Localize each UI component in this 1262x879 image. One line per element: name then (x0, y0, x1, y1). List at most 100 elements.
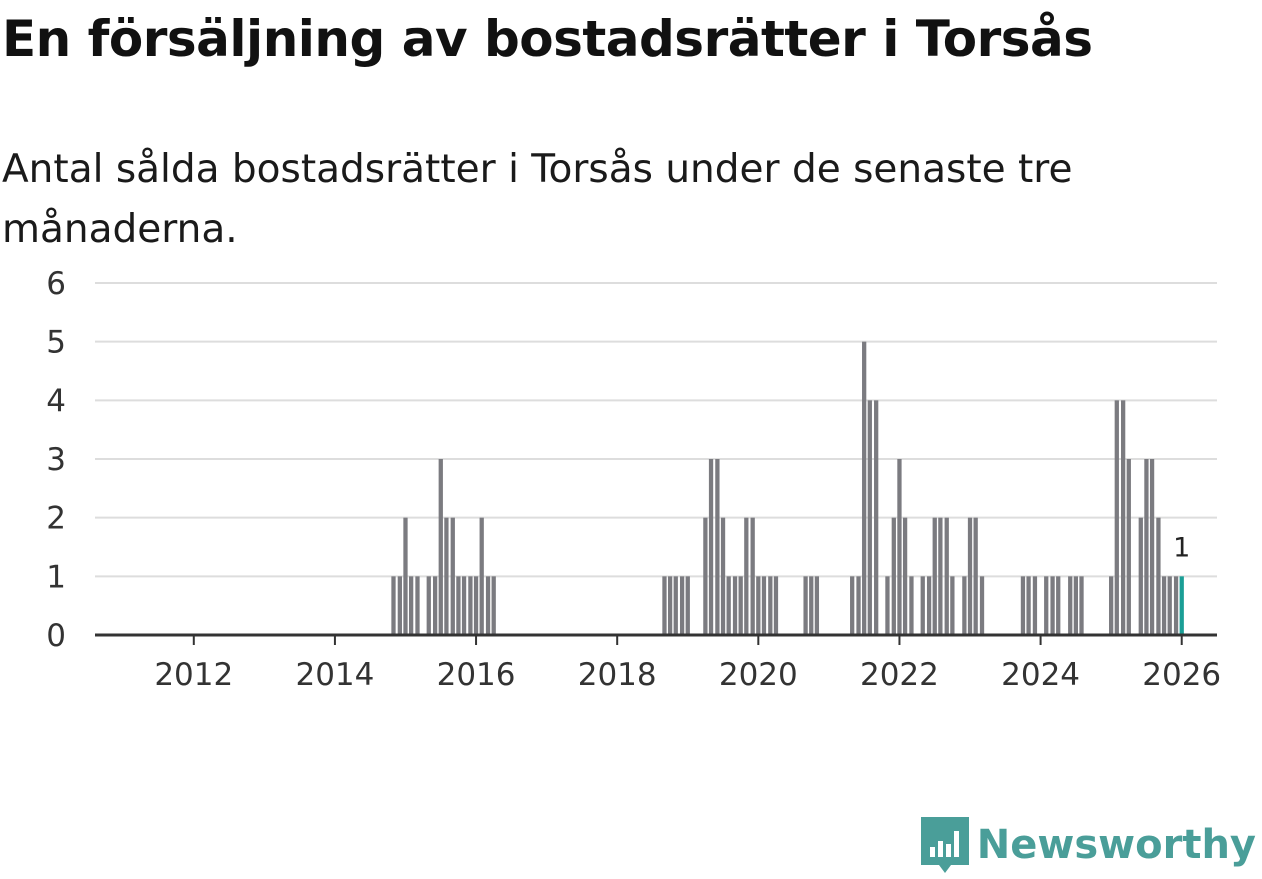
bar (756, 576, 761, 635)
bar (1144, 459, 1149, 635)
x-tick-label: 2016 (437, 657, 516, 693)
bar (662, 576, 667, 635)
x-tick-label: 2024 (1001, 657, 1080, 693)
y-tick-label: 4 (46, 383, 66, 419)
bar (891, 517, 896, 635)
bar (885, 576, 890, 635)
y-tick-label: 2 (46, 501, 66, 537)
bar (667, 576, 673, 635)
newsworthy-logo: Newsworthy (920, 817, 1256, 873)
y-tick-label: 0 (46, 618, 66, 654)
bar (1173, 576, 1179, 635)
x-tick-label: 2026 (1142, 657, 1221, 693)
bar (408, 576, 414, 635)
bar (897, 459, 902, 635)
x-tick-label: 2022 (860, 657, 939, 693)
bar (1156, 517, 1161, 635)
bar (438, 459, 443, 635)
bar (1126, 459, 1131, 635)
bar (750, 517, 755, 635)
bar (1121, 400, 1126, 635)
bar (1079, 576, 1084, 635)
bar (715, 459, 720, 635)
bar (1020, 576, 1026, 635)
bar (1167, 576, 1172, 635)
data-label: 1 (1173, 532, 1190, 563)
bar (732, 576, 738, 635)
bar (1161, 576, 1167, 635)
x-tick-label: 2018 (578, 657, 657, 693)
bar (768, 576, 773, 635)
chart-title: En försäljning av bostadsrätter i Torsås (2, 10, 1093, 68)
bar (744, 517, 749, 635)
bar (856, 576, 861, 635)
bar (1056, 576, 1061, 635)
bar (850, 576, 855, 635)
bar (938, 517, 943, 635)
bar (432, 576, 438, 635)
bar (909, 576, 914, 635)
bar (1073, 576, 1079, 635)
bar (1068, 576, 1073, 635)
bar (973, 517, 978, 635)
bar (415, 576, 420, 635)
bar (920, 576, 925, 635)
bar (468, 576, 473, 635)
newsworthy-logo-icon (920, 817, 969, 873)
x-tick-label: 2020 (719, 657, 798, 693)
bar (726, 576, 731, 635)
bar (1032, 576, 1038, 635)
bar (426, 576, 431, 635)
bar (461, 576, 467, 635)
bar (862, 341, 867, 635)
bar (708, 459, 714, 635)
bar (450, 517, 455, 635)
bar (932, 517, 937, 635)
y-tick-label: 5 (46, 325, 66, 361)
bar (456, 576, 461, 635)
bar (962, 576, 967, 635)
bar (803, 576, 808, 635)
bar (1114, 400, 1119, 635)
bar (1149, 459, 1155, 635)
bar (1050, 576, 1055, 635)
bar (1109, 576, 1114, 635)
bar (773, 576, 779, 635)
bar (673, 576, 678, 635)
bar (391, 576, 396, 635)
bar (1044, 576, 1049, 635)
bar (397, 576, 402, 635)
bar (403, 517, 408, 635)
bar (720, 517, 726, 635)
chart-subtitle: Antal sålda bostadsrätter i Torsås under… (2, 147, 1073, 252)
bar (944, 517, 949, 635)
bar (761, 576, 767, 635)
bar (979, 576, 985, 635)
y-tick-label: 3 (46, 442, 66, 478)
bar (967, 517, 973, 635)
bar (485, 576, 491, 635)
bar (685, 576, 690, 635)
bar (479, 517, 484, 635)
bar (926, 576, 932, 635)
bar (809, 576, 814, 635)
bar (874, 400, 879, 635)
x-tick-label: 2012 (154, 657, 233, 693)
bar (738, 576, 743, 635)
bar (902, 517, 908, 635)
bar (950, 576, 955, 635)
bar-current (1179, 576, 1184, 635)
bar (703, 517, 708, 635)
bar (867, 400, 872, 635)
bar (1138, 517, 1143, 635)
brand-name: Newsworthy (976, 822, 1256, 868)
x-tick-label: 2014 (295, 657, 374, 693)
bar (473, 576, 479, 635)
bar (814, 576, 820, 635)
bar (1026, 576, 1031, 635)
bar-chart: 0 1 2 3 4 5 6 2012 2014 2016 2018 2020 2022 2024 2026 1 (46, 266, 1221, 693)
bar (444, 517, 449, 635)
y-tick-label: 6 (46, 266, 66, 302)
y-tick-label: 1 (46, 559, 66, 595)
bar (491, 576, 496, 635)
